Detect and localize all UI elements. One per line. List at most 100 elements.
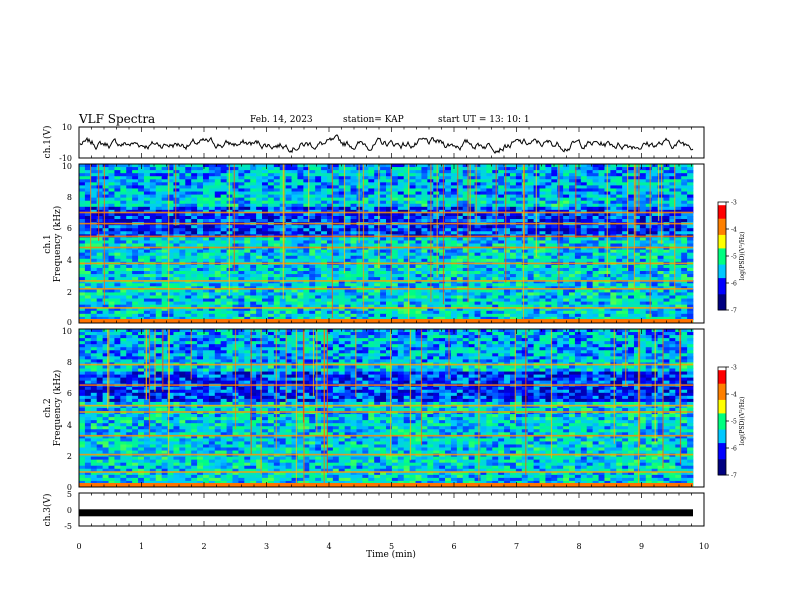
ch1-spectrogram-cell xyxy=(486,231,493,235)
ch1-spectrogram-cell xyxy=(185,264,192,269)
ch1-spectrogram-cell xyxy=(232,212,239,217)
ch1-spectrogram-cell xyxy=(504,182,511,186)
ch1-spectrogram-cell xyxy=(598,264,605,269)
ch1-spectrogram-cell xyxy=(681,277,688,281)
ch1-spectrogram-cell xyxy=(197,219,204,223)
ch1-spectrogram-cell xyxy=(214,298,222,302)
ch1-spectrogram-cell xyxy=(569,283,576,287)
ch1-spectrogram-cell xyxy=(114,185,121,189)
ch1-spectrogram-cell xyxy=(273,301,281,306)
ch1-spectrogram-cell xyxy=(202,197,210,202)
ch1-spectrogram-cell xyxy=(102,231,109,235)
ch1-spectrogram-cell xyxy=(645,304,653,309)
ch1-spectrogram-cell xyxy=(380,194,387,199)
ch1-spectrogram-cell xyxy=(368,182,375,186)
ch1-spectrogram-cell xyxy=(504,176,511,180)
ch1-spectrogram-cell xyxy=(598,298,605,302)
ch1-spectrogram-cell xyxy=(622,194,629,199)
ch1-spectrogram-cell xyxy=(521,255,529,260)
ch1-spectrogram-cell xyxy=(250,194,257,199)
ch1-spectrogram-cell xyxy=(96,164,104,168)
ch1-spectrogram-cell xyxy=(185,304,192,309)
ch1-spectrogram-cell xyxy=(433,228,440,232)
ch1-spectrogram-cell xyxy=(309,173,316,177)
ch1-spectrogram-cell xyxy=(586,225,594,229)
ch1-spectrogram-cell xyxy=(173,252,180,257)
ch1-spectrogram-cell xyxy=(498,249,505,254)
ch1-spectrogram-cell xyxy=(167,197,174,202)
ch1-spectrogram-cell xyxy=(657,298,664,302)
ch1-spectrogram-cell xyxy=(651,280,658,284)
ch1-spectrogram-cell xyxy=(445,283,452,287)
ch1-spectrogram-cell xyxy=(397,298,405,302)
ch1-spectrogram-cell xyxy=(539,215,546,220)
ch1-spectrogram-cell xyxy=(338,219,346,223)
ch1-spectrogram-cell xyxy=(563,255,570,260)
ch1-spectrogram-cell xyxy=(185,237,192,241)
ch1-spectrogram-cell xyxy=(663,200,670,205)
ch1-spectrogram-cell xyxy=(220,292,227,296)
ch1-spectrogram-cell xyxy=(527,231,534,235)
ch1-spectrogram-cell xyxy=(362,206,369,211)
ch1-spectrogram-cell xyxy=(504,173,511,177)
ch1-spectrogram-cell xyxy=(409,185,416,189)
ch1-spectrogram-cell xyxy=(161,277,168,281)
ch1-spectrogram-cell xyxy=(262,191,269,195)
ch1-spectrogram-cell xyxy=(580,176,588,180)
ch1-spectrogram-cell xyxy=(149,304,157,309)
ch1-spectrogram-cell xyxy=(415,209,422,214)
ch1-spectrogram-cell xyxy=(633,280,641,284)
ch1-spectrogram-cell xyxy=(569,249,576,254)
ch1-spectrogram-cell xyxy=(669,295,676,299)
ch1-spectrogram-cell xyxy=(628,194,635,199)
ch1-spectrogram-cell xyxy=(592,283,599,287)
ch1-spectrogram-cell xyxy=(651,209,658,214)
ch1-spectrogram-cell xyxy=(557,255,564,260)
ch1-spectrogram-cell xyxy=(315,252,322,257)
ch1-spectrogram-cell xyxy=(120,219,127,223)
ch1-spectrogram-cell xyxy=(273,258,281,263)
ch1-spectrogram-cell xyxy=(185,307,192,312)
ch1-spectrogram-cell xyxy=(108,215,115,220)
ch1-spectrogram-cell xyxy=(486,252,493,257)
ch1-spectrogram-cell xyxy=(161,167,168,171)
ch1-spectrogram-cell xyxy=(285,274,292,278)
ch1-spectrogram-cell xyxy=(232,170,239,174)
ch1-spectrogram-cell xyxy=(687,295,694,299)
ch1-spectrogram-cell xyxy=(321,231,328,235)
ch1-spectrogram-cell xyxy=(167,280,174,284)
ch1-spectrogram-cell xyxy=(592,188,599,192)
ch1-spectrogram-cell xyxy=(545,267,552,272)
ch1-spectrogram-cell xyxy=(669,176,676,180)
ch1-spectrogram-cell xyxy=(102,219,109,223)
ch1-spectrogram-cell xyxy=(126,203,133,208)
ch1-spectrogram-cell xyxy=(645,200,653,205)
ch1-spectrogram-cell xyxy=(474,267,481,272)
ch1-spectrogram-cell xyxy=(633,301,641,306)
ch1-spectrogram-cell xyxy=(509,295,517,299)
ch1-spectrogram-cell xyxy=(586,264,594,269)
ch1-spectrogram-cell xyxy=(173,203,180,208)
ch1-spectrogram-cell xyxy=(84,231,92,235)
ch1-spectrogram-cell xyxy=(291,252,298,257)
ch1-spectrogram-cell xyxy=(415,185,422,189)
ch1-spectrogram-cell xyxy=(439,264,446,269)
ch1-spectrogram-cell xyxy=(421,264,428,269)
ch1-spectrogram-cell xyxy=(622,304,629,309)
ch1-spectrogram-cell xyxy=(120,307,127,312)
ch1-spectrogram-cell xyxy=(492,264,499,269)
ch1-spectrogram-cell xyxy=(639,188,647,192)
ch1-spectrogram-cell xyxy=(675,289,682,293)
ch1-spectrogram-cell xyxy=(527,170,534,174)
ch1-spectrogram-cell xyxy=(167,295,174,299)
ch1-spectrogram-cell xyxy=(651,200,658,205)
ch1-spectrogram-cell xyxy=(250,274,257,278)
ch1-spectrogram-cell xyxy=(79,267,86,272)
ch1-spectrogram-cell xyxy=(350,258,357,263)
ch1-spectrogram-cell xyxy=(96,280,104,284)
ch1-spectrogram-cell xyxy=(120,301,127,306)
ch1-spectrogram-cell xyxy=(191,188,198,192)
ch1-spectrogram-cell xyxy=(120,298,127,302)
ch1-spectrogram-cell xyxy=(681,170,688,174)
ch1-spectrogram-cell xyxy=(622,258,629,263)
